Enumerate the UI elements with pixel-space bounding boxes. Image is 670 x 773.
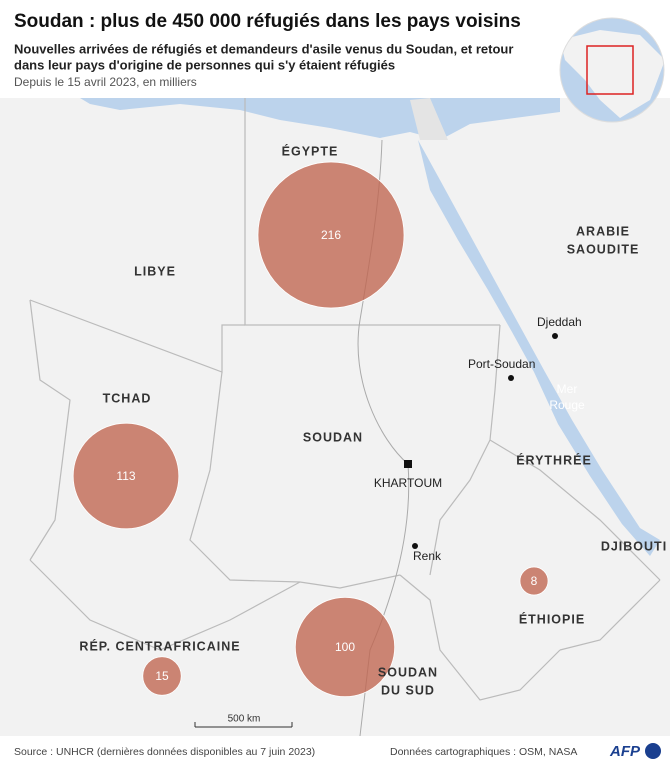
source: Source : UNHCR (dernières données dispon…	[14, 746, 315, 758]
refugee-circle	[519, 566, 549, 596]
country-label: SAOUDITE	[567, 242, 640, 256]
city-label: KHARTOUM	[374, 476, 442, 490]
globe-outline	[559, 17, 665, 123]
city-marker	[508, 375, 514, 381]
country-label: TCHAD	[103, 391, 152, 405]
subtitle: dans leur pays d'origine de personnes qu…	[14, 57, 395, 72]
city-label: Renk	[413, 549, 442, 563]
country-label: ÉTHIOPIE	[519, 611, 585, 626]
refugee-circle	[72, 422, 180, 530]
credits: Données cartographiques : OSM, NASA	[390, 746, 577, 758]
circle-label: 8	[531, 574, 538, 588]
country-label: ÉRYTHRÉE	[516, 452, 592, 467]
note: Depuis le 15 avril 2023, en milliers	[14, 75, 197, 89]
country-label: ÉGYPTE	[282, 143, 339, 158]
country-label: LIBYE	[134, 264, 176, 278]
country-label: SOUDAN	[378, 665, 438, 679]
circle-label: 100	[335, 640, 355, 654]
country-label: RÉP. CENTRAFRICAINE	[79, 638, 240, 653]
circle-label: 15	[155, 669, 169, 683]
scale-label: 500 km	[228, 714, 261, 725]
country-label: SOUDAN	[303, 430, 363, 444]
sea-label: Rouge	[549, 398, 585, 412]
country-label: ARABIE	[576, 224, 630, 238]
refugee-circle	[257, 161, 405, 309]
subtitle: Nouvelles arrivées de réfugiés et demand…	[14, 41, 513, 56]
logo-mark	[645, 743, 661, 759]
capital-marker	[404, 460, 412, 468]
circle-label: 216	[321, 228, 341, 242]
city-label: Port-Soudan	[468, 357, 535, 371]
sea-label: Mer	[557, 382, 578, 396]
locator-box	[586, 45, 634, 95]
circle-label: 113	[116, 469, 135, 483]
city-label: Djeddah	[537, 315, 582, 329]
title: Soudan : plus de 450 000 réfugiés dans l…	[14, 11, 521, 32]
logo: AFP	[609, 743, 641, 760]
refugee-circle	[142, 656, 182, 696]
country-label: DJIBOUTI	[601, 539, 667, 553]
city-marker	[552, 333, 558, 339]
city-marker	[412, 543, 418, 549]
refugee-circle	[294, 596, 396, 698]
country-label: DU SUD	[381, 683, 435, 697]
